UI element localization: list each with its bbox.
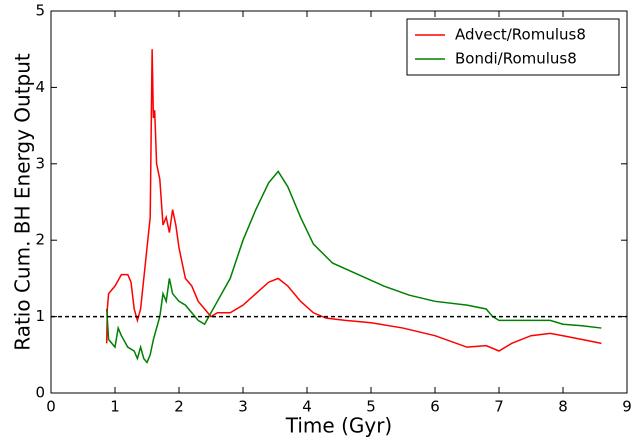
x-tick-label: 5 xyxy=(366,398,376,416)
x-tick-label: 0 xyxy=(46,398,56,416)
x-tick-label: 9 xyxy=(622,398,632,416)
y-tick-label: 2 xyxy=(35,231,45,249)
y-tick-label: 1 xyxy=(35,307,45,325)
x-tick-label: 1 xyxy=(110,398,120,416)
x-axis-label: Time (Gyr) xyxy=(285,414,392,438)
x-tick-label: 2 xyxy=(174,398,184,416)
y-tick-label: 4 xyxy=(35,78,45,96)
x-tick-label: 7 xyxy=(494,398,504,416)
y-axis-label: Ratio Cum. BH Energy Output xyxy=(11,53,35,351)
data-line xyxy=(105,170,602,364)
x-tick-label: 3 xyxy=(238,398,248,416)
plot-frame xyxy=(50,10,628,394)
y-tick-label: 5 xyxy=(35,2,45,20)
x-tick-label: 6 xyxy=(430,398,440,416)
legend-label: Advect/Romulus8 xyxy=(455,26,586,44)
x-tick-label: 8 xyxy=(558,398,568,416)
legend-label: Bondi/Romulus8 xyxy=(455,50,577,68)
data-line xyxy=(105,49,602,352)
y-tick-label: 3 xyxy=(35,154,45,172)
y-tick-label: 0 xyxy=(35,384,45,402)
legend-box xyxy=(406,18,620,76)
x-tick-label: 4 xyxy=(302,398,312,416)
